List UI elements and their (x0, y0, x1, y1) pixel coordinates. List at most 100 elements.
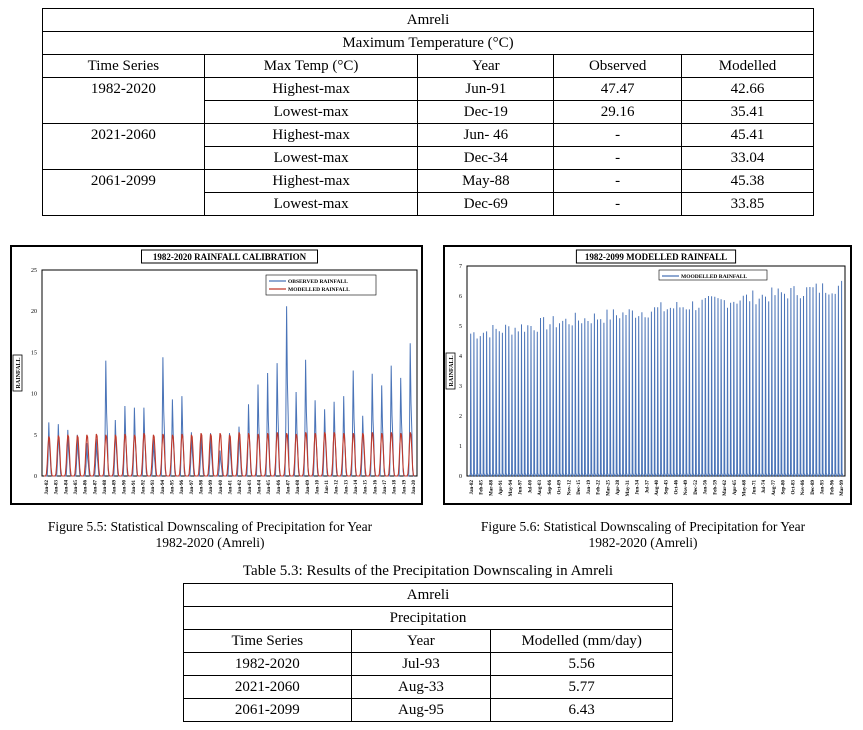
table-title: Amreli (183, 583, 673, 607)
x-tick-label: Mar-62 (723, 480, 728, 496)
precipitation-table: Amreli Precipitation Time Series Year Mo… (183, 583, 673, 722)
x-tick-label: Jan-95 (171, 480, 176, 495)
x-tick-label: Jun-97 (519, 480, 524, 495)
y-tick-label: 3 (459, 384, 462, 390)
y-axis-label: RAINFALL (449, 356, 455, 387)
table-row: Lowest-max Dec-69 - 33.85 (43, 192, 814, 216)
x-tick-label: Jan-20 (412, 480, 417, 495)
x-tick-label: Jan-97 (190, 480, 195, 495)
header-cell: Max Temp (°C) (203, 54, 419, 78)
x-tick-label: Jan-99 (209, 480, 214, 495)
caption-line: 1982-2020 (Amreli) (155, 535, 265, 550)
x-tick-label: Aug-40 (655, 480, 660, 496)
x-tick-label: Jan-92 (142, 480, 147, 495)
temp-type-cell: Lowest-max (203, 100, 419, 124)
x-tick-label: Jan-90 (122, 480, 127, 495)
year-cell: Dec-19 (417, 100, 555, 124)
table-row: 2021-2060 Aug-33 5.77 (183, 675, 673, 699)
x-tick-label: Jan-11 (325, 480, 330, 495)
modelled-rainfall-line (44, 432, 415, 477)
x-tick-label: Feb-22 (597, 480, 602, 495)
legend-box (658, 269, 768, 281)
x-tick-label: Jan-12 (335, 480, 340, 495)
observed-cell: 47.47 (553, 77, 683, 101)
y-tick-label: 0 (34, 474, 37, 480)
table-header-row: Time Series Year Modelled (mm/day) (183, 629, 673, 653)
x-tick-label: Oct-46 (674, 480, 679, 495)
table-title: Amreli (42, 8, 814, 32)
table-5-3-caption: Table 5.3: Results of the Precipitation … (242, 563, 614, 579)
table-row: 2061-2099 Aug-95 6.43 (183, 698, 673, 722)
table-row: 1982-2020 Highest-max Jun-91 47.47 42.66 (42, 77, 814, 124)
header-cell: Modelled (681, 54, 814, 78)
x-tick-label: Oct-09 (558, 480, 563, 495)
time-series-cell: 1982-2020 (42, 77, 205, 124)
temp-type-cell: Highest-max (203, 123, 419, 147)
x-tick-label: Jan-05 (267, 480, 272, 495)
time-series-cell: 1982-2020 (183, 652, 352, 676)
y-axis-label-box (12, 354, 23, 392)
x-tick-label: Jan-04 (257, 480, 262, 495)
header-cell: Year (417, 54, 555, 78)
figure-5-6-caption: Figure 5.6: Statistical Downscaling of P… (440, 519, 846, 551)
table-row: Lowest-max Dec-34 - 33.04 (43, 146, 814, 170)
modelled-cell: 45.38 (681, 169, 814, 193)
x-tick-label: Aug-77 (772, 480, 777, 496)
modelled-cell: 45.41 (681, 123, 814, 147)
x-tick-label: Jan-10 (315, 480, 320, 495)
header-cell: Year (350, 629, 492, 653)
x-tick-label: Jan-98 (200, 480, 205, 495)
x-tick-label: Jan-16 (373, 480, 378, 495)
modelled-rainfall-chart: 1982-2099 MODELLED RAINFALL 0 1 2 3 4 5 6 7 RAINF… (443, 245, 852, 505)
table-subtitle: Maximum Temperature (°C) (42, 31, 814, 55)
x-tick-label: Jan-08 (296, 480, 301, 495)
x-tick-label: Apr-65 (733, 480, 738, 496)
rainfall-calibration-chart: 1982-2020 RAINFALL CALIBRATION 0 5 10 15 20 25… (10, 245, 423, 505)
year-cell: Jul-93 (350, 652, 492, 676)
x-tick-label: Mar-88 (489, 480, 494, 496)
temp-type-cell: Highest-max (203, 169, 419, 193)
y-axis-label: RAINFALL (16, 358, 22, 389)
x-tick-label: Mar-99 (840, 480, 845, 496)
x-tick-label: Jun-71 (752, 480, 757, 495)
x-tick-label: Jan-85 (74, 480, 79, 495)
modelled-cell: 5.77 (490, 675, 673, 699)
x-tick-label: Sep-43 (665, 480, 670, 495)
x-tick-label: Jan-96 (180, 480, 185, 495)
modelled-cell: 35.41 (681, 100, 814, 124)
table-subtitle: Precipitation (183, 606, 673, 630)
x-tick-label: Jan-83 (55, 480, 60, 495)
x-tick-label: Jan-82 (45, 480, 50, 495)
x-tick-label: Jan-84 (64, 480, 69, 495)
x-tick-label: Jan-88 (103, 480, 108, 495)
x-tick-label: Jan-91 (132, 480, 137, 495)
chart-title-box (141, 249, 318, 264)
observed-cell: 29.16 (553, 100, 683, 124)
x-tick-label: Jan-14 (354, 480, 359, 495)
modelled-cell: 6.43 (490, 698, 673, 722)
year-cell: Aug-33 (350, 675, 492, 699)
y-tick-label: 5 (459, 324, 462, 330)
x-tick-label: Jan-94 (161, 480, 166, 495)
x-tick-label: Jan-07 (286, 480, 291, 495)
time-series-cell: 2061-2099 (42, 169, 205, 216)
modelled-rainfall-line (468, 280, 844, 477)
x-tick-label: Dec-89 (811, 480, 816, 495)
y-tick-label: 6 (459, 294, 462, 300)
y-tick-label: 15 (31, 350, 37, 356)
x-tick-label: Jan-17 (383, 480, 388, 495)
modelled-cell: 33.04 (681, 146, 814, 170)
time-series-cell: 2021-2060 (183, 675, 352, 699)
x-tick-label: Jan-02 (238, 480, 243, 495)
x-tick-label: Jan-93 (151, 480, 156, 495)
x-tick-label: Nov-12 (567, 480, 572, 496)
y-tick-label: 25 (31, 268, 37, 274)
x-tick-label: Sep-06 (548, 480, 553, 495)
y-tick-label: 10 (31, 392, 37, 398)
x-tick-label: Oct-83 (791, 480, 796, 495)
table-header-row: Time Series Max Temp (°C) Year Observed … (42, 54, 814, 78)
x-tick-label: Jan-87 (93, 480, 98, 495)
legend-box (265, 274, 377, 296)
x-tick-label: Jan-89 (113, 480, 118, 495)
observed-cell: - (553, 169, 683, 193)
